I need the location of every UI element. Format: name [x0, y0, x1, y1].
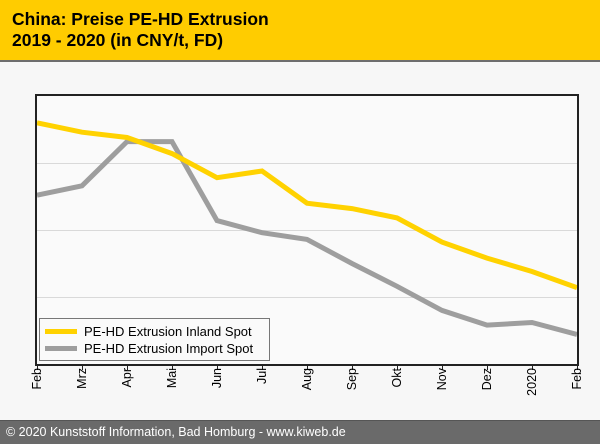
legend-item: PE-HD Extrusion Inland Spot	[45, 323, 269, 340]
legend-item: PE-HD Extrusion Import Spot	[45, 340, 269, 357]
x-tick-label: Aug	[300, 368, 314, 391]
footer: © 2020 Kunststoff Information, Bad Hombu…	[0, 420, 600, 444]
line-chart	[37, 120, 577, 337]
gridline	[37, 297, 577, 298]
chart-area: Feb Mrz Apr Mai Jun Jul Aug Sep Okt Nov Dez 2020 Feb…	[0, 62, 600, 420]
x-tick	[262, 366, 263, 370]
x-tick	[307, 366, 308, 370]
gridline	[37, 163, 577, 164]
x-tick	[172, 366, 173, 370]
x-tick	[82, 366, 83, 370]
x-tick	[577, 366, 578, 370]
x-tick	[487, 366, 488, 370]
x-tick	[397, 366, 398, 370]
x-tick	[37, 366, 38, 370]
series-line-pe-hd-extrusion-import-spot	[37, 139, 577, 337]
x-tick	[532, 366, 533, 370]
x-tick-label: Feb	[30, 368, 44, 390]
x-tick-label: Mrz	[75, 368, 89, 389]
gridline	[37, 230, 577, 231]
series-line-pe-hd-extrusion-inland-spot	[37, 120, 577, 290]
x-tick	[127, 366, 128, 370]
x-tick-label: Nov	[435, 368, 449, 391]
x-tick-label: Sep	[345, 368, 359, 391]
x-tick	[217, 366, 218, 370]
legend-item-label: PE-HD Extrusion Inland Spot	[84, 324, 252, 339]
chart-title-line2: 2019 - 2020 (in CNY/t, FD)	[12, 30, 224, 50]
x-tick-label: 2020	[525, 368, 539, 396]
legend: PE-HD Extrusion Inland Spot PE-HD Extrusi…	[39, 318, 270, 361]
x-tick	[352, 366, 353, 370]
chart-title-line1: China: Preise PE-HD Extrusion	[12, 9, 269, 29]
x-tick-label: Mai	[165, 368, 179, 389]
chart-header: China: Preise PE-HD Extrusion 2019 - 202…	[0, 0, 600, 62]
legend-swatch-pe-hd-extrusion-import-spot	[45, 346, 77, 351]
x-tick	[442, 366, 443, 370]
x-tick-label: Jul	[255, 368, 269, 384]
legend-item-label: PE-HD Extrusion Import Spot	[84, 341, 254, 356]
x-tick-label: Feb	[570, 368, 584, 390]
x-tick-label: Okt	[390, 368, 404, 388]
copyright-text: © 2020 Kunststoff Information, Bad Hombu…	[6, 425, 346, 439]
x-tick-label: Dez	[480, 368, 494, 391]
legend-swatch-pe-hd-extrusion-inland-spot	[45, 329, 77, 334]
x-tick-label: Apr	[120, 368, 134, 388]
x-tick-label: Jun	[210, 368, 224, 389]
